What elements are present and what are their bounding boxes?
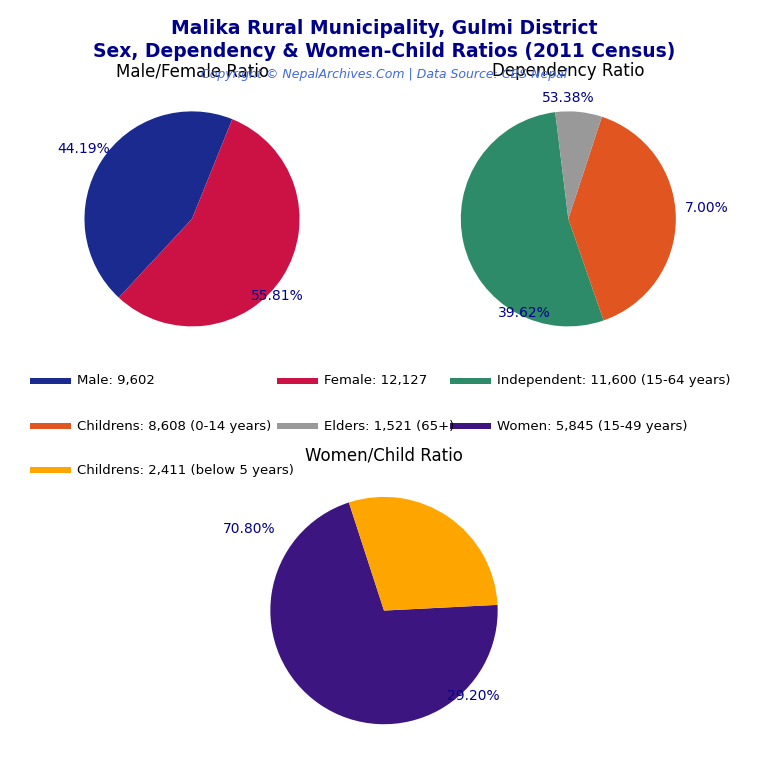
Wedge shape: [568, 117, 676, 320]
Text: Male: 9,602: Male: 9,602: [77, 375, 154, 387]
Title: Male/Female Ratio: Male/Female Ratio: [115, 62, 269, 80]
Wedge shape: [84, 111, 232, 298]
Bar: [450, 423, 491, 429]
Bar: [30, 467, 71, 474]
Wedge shape: [555, 111, 602, 219]
Text: Malika Rural Municipality, Gulmi District: Malika Rural Municipality, Gulmi Distric…: [170, 19, 598, 38]
Text: 55.81%: 55.81%: [251, 290, 304, 303]
Title: Dependency Ratio: Dependency Ratio: [492, 62, 644, 80]
Text: 53.38%: 53.38%: [541, 91, 594, 105]
Text: Independent: 11,600 (15-64 years): Independent: 11,600 (15-64 years): [497, 375, 730, 387]
Bar: [30, 423, 71, 429]
Wedge shape: [119, 119, 300, 326]
Title: Women/Child Ratio: Women/Child Ratio: [305, 446, 463, 464]
Text: Childrens: 8,608 (0-14 years): Childrens: 8,608 (0-14 years): [77, 419, 271, 432]
Bar: [450, 378, 491, 384]
Bar: [30, 378, 71, 384]
Bar: [277, 378, 318, 384]
Text: Women: 5,845 (15-49 years): Women: 5,845 (15-49 years): [497, 419, 687, 432]
Wedge shape: [461, 112, 604, 326]
Text: Elders: 1,521 (65+): Elders: 1,521 (65+): [323, 419, 454, 432]
Text: 44.19%: 44.19%: [58, 142, 111, 156]
Wedge shape: [270, 502, 498, 724]
Text: 29.20%: 29.20%: [446, 689, 499, 703]
Text: Sex, Dependency & Women-Child Ratios (2011 Census): Sex, Dependency & Women-Child Ratios (20…: [93, 42, 675, 61]
Bar: [277, 423, 318, 429]
Text: 70.80%: 70.80%: [223, 521, 275, 536]
Text: 39.62%: 39.62%: [498, 306, 551, 320]
Text: 7.00%: 7.00%: [684, 201, 728, 215]
Text: Childrens: 2,411 (below 5 years): Childrens: 2,411 (below 5 years): [77, 464, 293, 477]
Wedge shape: [349, 497, 498, 611]
Text: Copyright © NepalArchives.Com | Data Source: CBS Nepal: Copyright © NepalArchives.Com | Data Sou…: [201, 68, 567, 81]
Text: Female: 12,127: Female: 12,127: [323, 375, 427, 387]
